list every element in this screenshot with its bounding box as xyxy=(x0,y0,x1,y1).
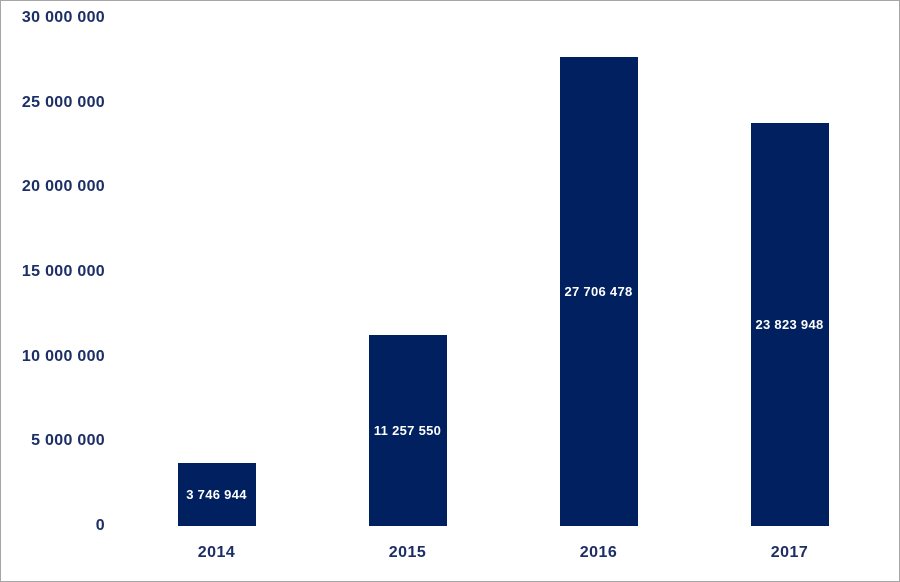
y-axis-tick-label: 30 000 000 xyxy=(21,9,105,26)
x-axis-tick-label: 2014 xyxy=(197,544,236,561)
y-axis-tick-label: 15 000 000 xyxy=(21,263,105,280)
bar-2015: 11 257 550 xyxy=(368,335,447,526)
y-axis-tick-label: 5 000 000 xyxy=(31,432,105,450)
y-axis-tick-label: 0 xyxy=(95,517,105,534)
x-axis-tick-label: 2015 xyxy=(388,544,427,561)
bar-2014: 3 746 944 xyxy=(177,462,256,526)
y-axis-tick-label: 25 000 000 xyxy=(21,93,105,111)
bar-value-label: 3 746 944 xyxy=(186,486,247,502)
bar-value-label: 27 706 478 xyxy=(564,283,633,299)
y-axis-tick-label: 20 000 000 xyxy=(21,178,105,196)
x-axis-tick-label: 2016 xyxy=(579,544,618,561)
bar-2016: 27 706 478 xyxy=(559,56,638,526)
bar-2017: 23 823 948 xyxy=(750,122,829,526)
y-axis-tick-label: 10 000 000 xyxy=(21,347,105,365)
bar-value-label: 11 257 550 xyxy=(373,423,442,439)
x-axis-tick-label: 2017 xyxy=(770,544,809,561)
bar-value-label: 23 823 948 xyxy=(755,316,824,332)
